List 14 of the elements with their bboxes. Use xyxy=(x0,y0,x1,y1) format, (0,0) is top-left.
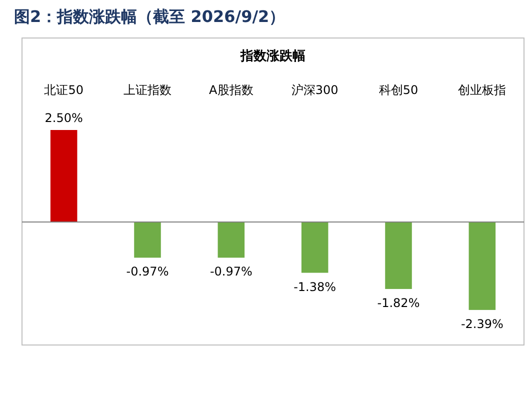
x-tick-label: 上证指数 xyxy=(124,83,172,97)
data-label: -0.97% xyxy=(210,264,252,279)
chart-title: 图2：指数涨跌幅（截至 2026/9/2） xyxy=(14,7,286,26)
chart-subtitle: 指数涨跌幅 xyxy=(240,49,306,64)
x-tick-label: 北证50 xyxy=(44,83,84,97)
data-label: -1.38% xyxy=(294,280,336,294)
data-label: -2.39% xyxy=(460,316,504,331)
x-tick-label: 科创50 xyxy=(378,83,418,97)
data-label: -1.82% xyxy=(377,296,420,310)
data-label: 2.50% xyxy=(44,111,83,125)
x-tick-label: 沪深300 xyxy=(291,83,338,97)
data-label: -0.97% xyxy=(126,264,169,279)
x-tick-label: A股指数 xyxy=(209,83,254,97)
x-tick-label: 创业板指 xyxy=(458,83,506,97)
